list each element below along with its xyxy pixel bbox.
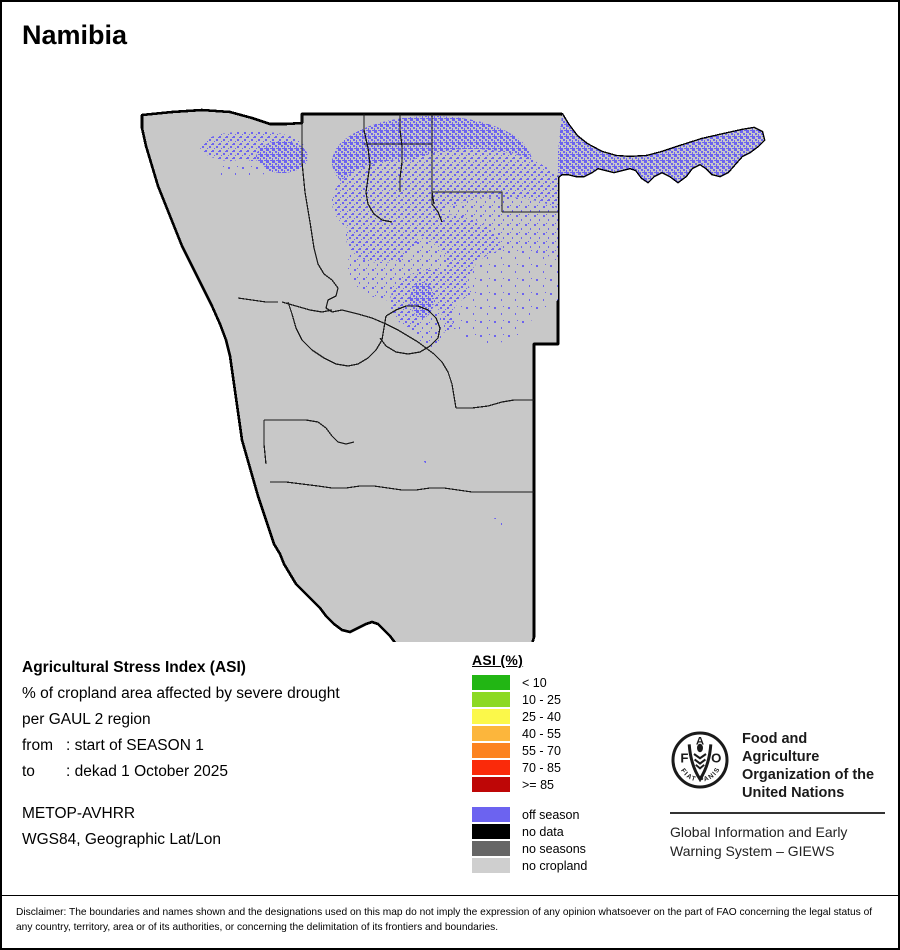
legend-label-class-0: < 10 <box>522 675 547 690</box>
giews-system-name: Global Information and Early Warning Syst… <box>670 824 848 859</box>
svg-text:O: O <box>711 750 721 765</box>
legend-label-class-3: 40 - 55 <box>522 726 561 741</box>
legend-label-class-1: 10 - 25 <box>522 692 561 707</box>
info-to-value: : dekad 1 October 2025 <box>66 763 229 780</box>
fao-logo-icon: F A O FIAT PANIS <box>670 730 730 790</box>
map-canvas[interactable] <box>2 52 898 642</box>
fao-block: F A O FIAT PANIS Food and Agriculture Org… <box>670 730 885 861</box>
info-from-value: : start of SEASON 1 <box>66 737 204 754</box>
info-line-2: per GAUL 2 region <box>22 711 151 728</box>
svg-text:A: A <box>696 735 704 747</box>
fao-divider <box>670 812 885 814</box>
legend-swatch-class-3 <box>472 726 510 741</box>
legend-title: ASI (%) <box>472 652 524 668</box>
legend-swatch-class-5 <box>472 760 510 775</box>
legend-row-class-4: 55 - 70 <box>472 742 662 759</box>
legend-row-class-6: >= 85 <box>472 776 662 793</box>
legend-label-status-3: no cropland <box>522 858 588 873</box>
info-from-key: from <box>22 737 53 754</box>
info-sensor: METOP-AVHRR <box>22 805 136 822</box>
legend-label-class-4: 55 - 70 <box>522 743 561 758</box>
legend-swatch-class-6 <box>472 777 510 792</box>
legend-row-status-3: no cropland <box>472 857 662 874</box>
legend-label-status-1: no data <box>522 824 564 839</box>
legend-label-class-2: 25 - 40 <box>522 709 561 724</box>
info-spacer <box>22 785 452 801</box>
legend-label-status-0: off season <box>522 807 580 822</box>
disclaimer-text: Disclaimer: The boundaries and names sho… <box>16 907 873 933</box>
page-title: Namibia <box>22 20 128 50</box>
legend-label-class-5: 70 - 85 <box>522 760 561 775</box>
legend-row-class-3: 40 - 55 <box>472 725 662 742</box>
legend-row-status-1: no data <box>472 823 662 840</box>
legend-row-class-1: 10 - 25 <box>472 691 662 708</box>
legend-label-status-2: no seasons <box>522 841 586 856</box>
legend-row-class-5: 70 - 85 <box>472 759 662 776</box>
legend-row-class-0: < 10 <box>472 674 662 691</box>
off-season-overlay <box>200 114 764 526</box>
legend-swatch-class-1 <box>472 692 510 707</box>
disclaimer-divider <box>2 895 898 896</box>
legend-spacer <box>472 793 662 806</box>
fao-organization-name: Food and Agriculture Organization of the U… <box>742 731 875 801</box>
info-to-row: to : dekad 1 October 2025 <box>22 759 452 785</box>
info-block: Agricultural Stress Index (ASI) % of cro… <box>22 655 452 853</box>
legend-swatch-status-3 <box>472 858 510 873</box>
legend-row-status-2: no seasons <box>472 840 662 857</box>
legend-status-list: off season no data no seasons no cropland <box>472 806 662 874</box>
legend-class-list: < 10 10 - 25 25 - 40 40 - 55 55 - 70 70 - 85 >… <box>472 674 662 793</box>
info-from-row: from : start of SEASON 1 <box>22 733 452 759</box>
region-boundaries <box>237 114 558 493</box>
legend: ASI (%) < 10 10 - 25 25 - 40 40 - 55 55 - 70… <box>472 652 662 874</box>
info-to-key: to <box>22 763 35 780</box>
legend-row-class-2: 25 - 40 <box>472 708 662 725</box>
info-line-1: % of cropland area affected by severe dr… <box>22 685 340 702</box>
legend-swatch-status-0 <box>472 807 510 822</box>
fao-header: F A O FIAT PANIS Food and Agriculture Org… <box>670 730 885 802</box>
info-projection: WGS84, Geographic Lat/Lon <box>22 831 222 848</box>
legend-label-class-6: >= 85 <box>522 777 554 792</box>
legend-swatch-status-2 <box>472 841 510 856</box>
legend-swatch-class-4 <box>472 743 510 758</box>
legend-swatch-class-2 <box>472 709 510 724</box>
legend-swatch-class-0 <box>472 675 510 690</box>
legend-row-status-0: off season <box>472 806 662 823</box>
legend-swatch-status-1 <box>472 824 510 839</box>
info-heading: Agricultural Stress Index (ASI) <box>22 659 246 676</box>
svg-text:F: F <box>680 750 688 765</box>
